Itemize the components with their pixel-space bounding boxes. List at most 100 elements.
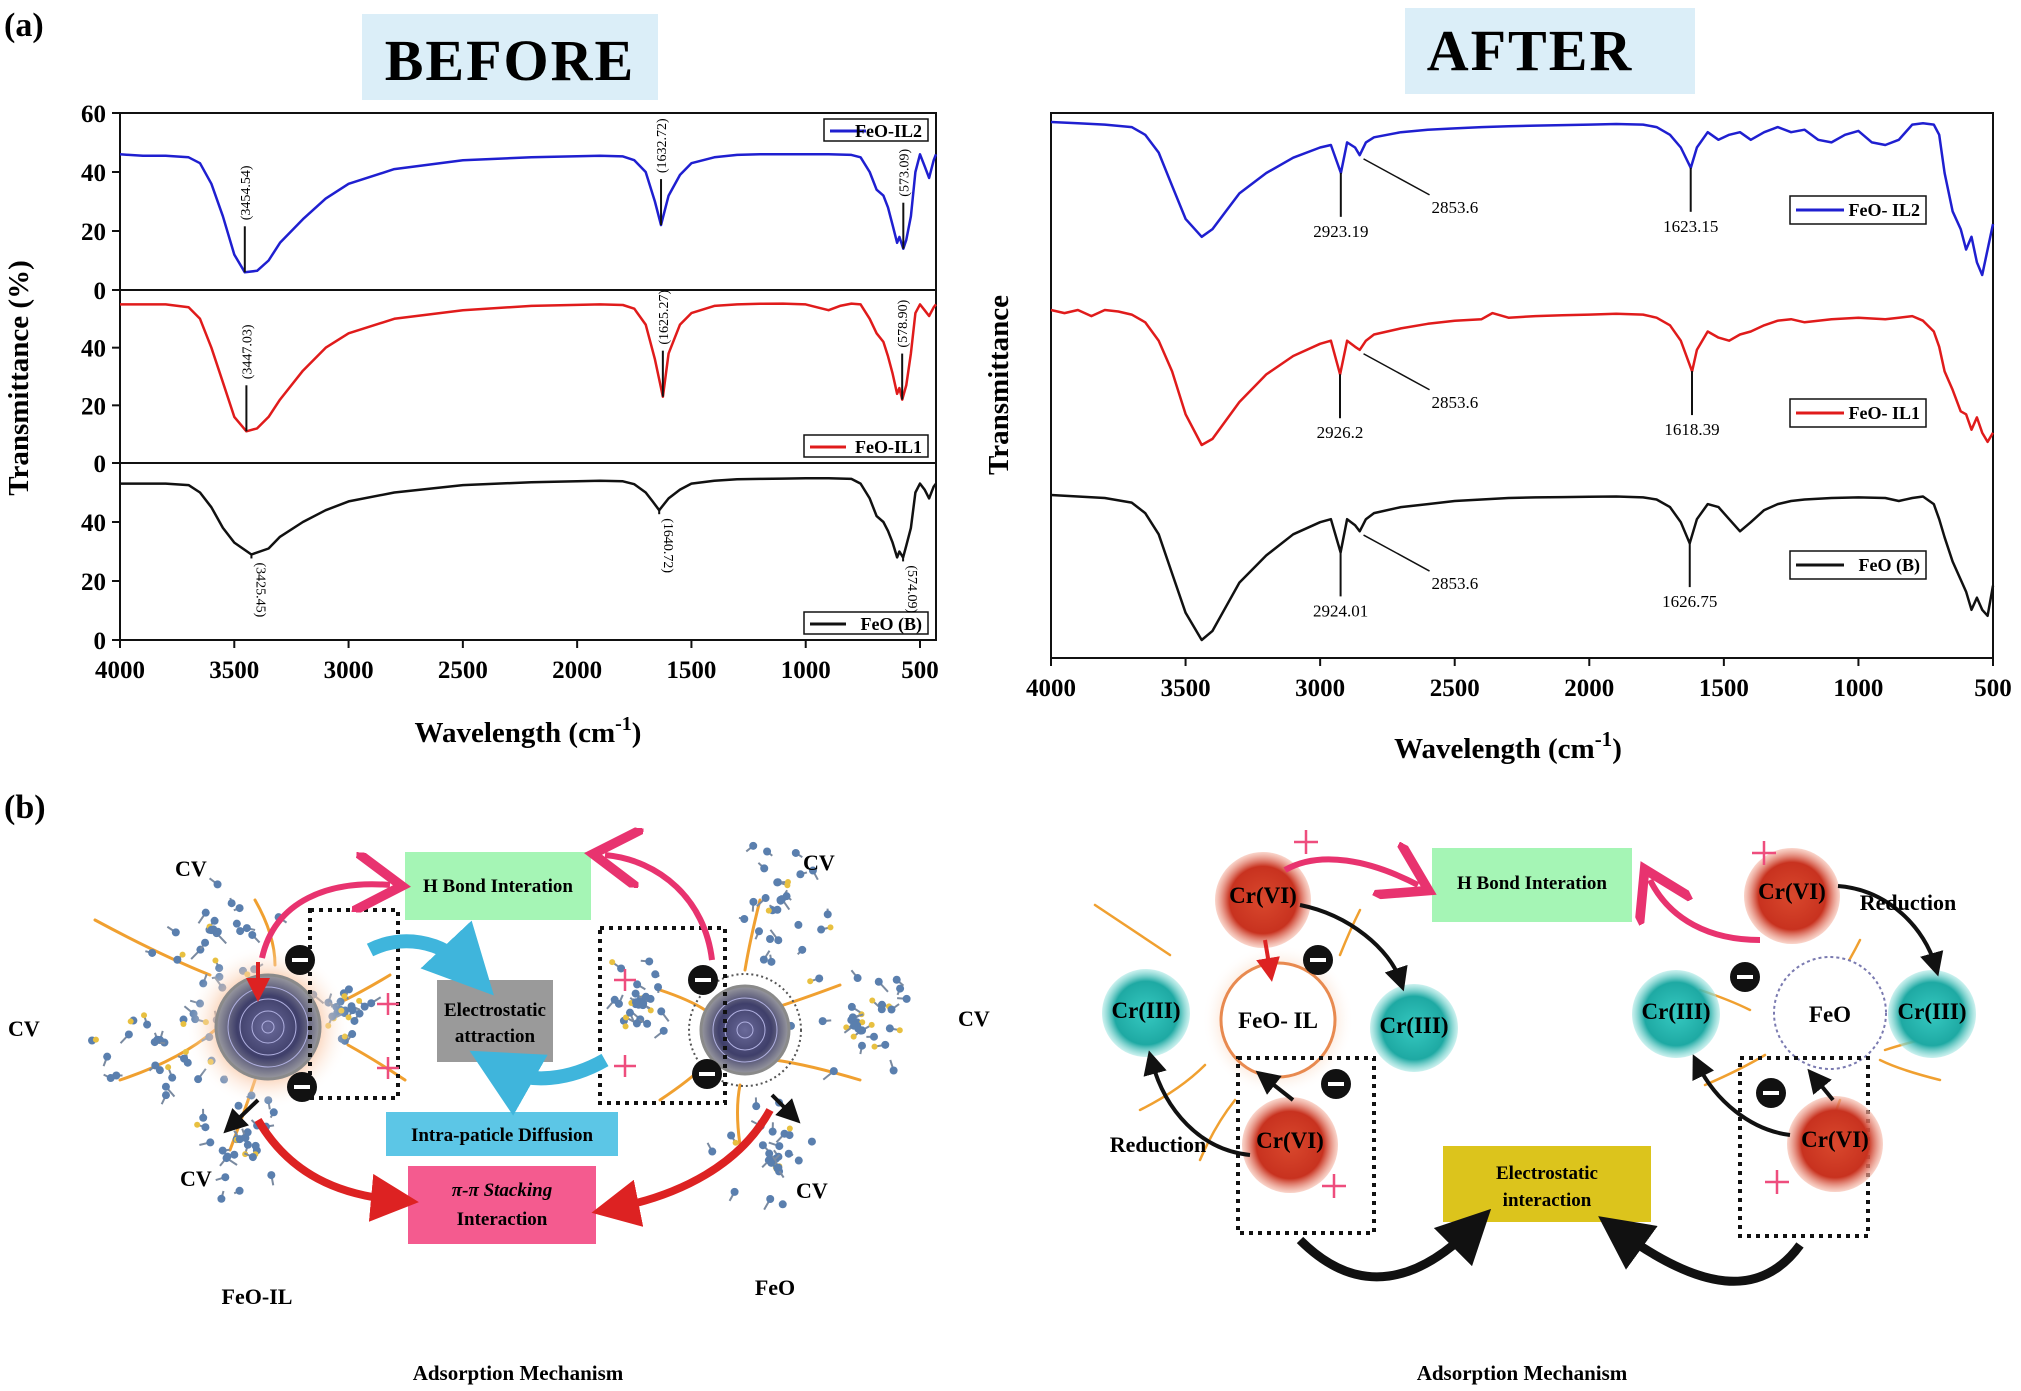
after-xtick-label: 3000 [1295, 675, 1345, 702]
h-bond-box-right [1432, 848, 1632, 922]
cv-atom [633, 980, 642, 989]
arrow-black-right-1 [1255, 1070, 1295, 1102]
after-series-line-1 [1050, 308, 1995, 447]
arrow-reduction-3 [1143, 1050, 1251, 1157]
cv-atom [180, 1054, 189, 1063]
before-xtick-label: 3500 [209, 657, 259, 684]
cv-atom [235, 904, 244, 913]
before-series-line-2 [120, 477, 937, 559]
cv-atom [643, 1019, 652, 1028]
negative-charges-right [1303, 945, 1786, 1108]
h-bond-label-right: H Bond Interation [1457, 873, 1607, 894]
after-annotation-label: 2853.6 [1432, 393, 1479, 412]
before-xtick-label: 1000 [781, 657, 831, 684]
before-ytick-label: 40 [81, 160, 106, 187]
criii-label-3: Cr(III) [1642, 999, 1711, 1024]
cv-atom [749, 897, 758, 906]
cv-atom [791, 848, 800, 857]
adsorption-caption-left: Adsorption Mechanism [413, 1361, 624, 1385]
after-xlabel-sup: -1 [1595, 727, 1613, 751]
stacking-label-2: Interaction [457, 1209, 548, 1230]
feo-label-right: FeO [1809, 1002, 1851, 1027]
cv-label-4: CV [958, 1006, 990, 1031]
before-annotation-label: (3425.45) [252, 562, 267, 617]
cv-atom [148, 948, 157, 957]
cv-atom-n [92, 1036, 99, 1043]
after-xtick-label: 500 [1974, 675, 2012, 702]
after-legend-label-2: FeO (B) [1859, 555, 1920, 576]
before-xtick-label: 4000 [95, 657, 145, 684]
after-annotation-label: 1623.15 [1663, 217, 1718, 236]
cv-atom [818, 1017, 827, 1026]
before-ytick-label: 20 [81, 569, 106, 596]
cv-atom [817, 925, 826, 934]
criii-label-1: Cr(III) [1112, 998, 1181, 1023]
cv-atom [360, 1002, 369, 1011]
arrow-stacking-feoil [254, 1117, 419, 1222]
cv-atom [248, 1153, 257, 1162]
before-ytick-label: 0 [94, 278, 107, 305]
arrow-hbond-feo [605, 855, 715, 961]
cv-atom [350, 1016, 359, 1025]
after-xtick-label: 4000 [1026, 675, 1076, 702]
before-series-line-0 [119, 153, 938, 274]
arrow-black-right-2 [1807, 1068, 1835, 1102]
criii-ball-4 [1888, 970, 1976, 1058]
cv-atom [179, 1015, 188, 1024]
cv-atom [849, 1021, 858, 1030]
cv-atom-n [180, 1020, 187, 1027]
after-title: AFTER [1427, 18, 1634, 83]
cv-atom [815, 974, 824, 983]
cv-atom-n [179, 951, 186, 958]
cv-atom [654, 983, 663, 992]
after-xtick-label: 2500 [1430, 675, 1480, 702]
before-annotation-label: (3454.54) [239, 165, 254, 220]
arrow-red-right [1256, 939, 1280, 982]
cv-atom [161, 1091, 170, 1100]
cv-molecule-cluster [88, 841, 911, 1211]
arrow-stacking-feo [591, 1108, 774, 1227]
criii-ball-1 [1102, 969, 1190, 1057]
after-annotation-label: 1618.39 [1664, 420, 1719, 439]
cv-atom-n [807, 978, 814, 985]
cv-atom [243, 1140, 252, 1149]
before-ytick-label: 0 [94, 451, 107, 478]
after-legend-label-0: FeO- IL2 [1849, 200, 1921, 220]
before-xtick-label: 1500 [666, 657, 716, 684]
before-ylabel: Transmittance (%) [3, 260, 35, 495]
arrow-hbond-right-2 [1650, 880, 1761, 943]
before-ytick-label: 20 [81, 393, 106, 420]
cv-atom-n [182, 1048, 189, 1055]
cv-atom [631, 989, 640, 998]
cv-atom [641, 992, 650, 1001]
electrostatic-label-2: attraction [455, 1026, 536, 1047]
cv-atom [887, 1005, 896, 1014]
before-xtick-label: 3000 [324, 657, 374, 684]
cv-atom [767, 957, 776, 966]
cv-atom [617, 964, 626, 973]
before-xlabel-sup: -1 [615, 713, 632, 735]
cv-atom [631, 998, 640, 1007]
cv-atom [657, 1007, 666, 1016]
before-xlabel-close: ) [632, 717, 642, 749]
h-bond-box-left [405, 852, 591, 920]
cv-label-1: CV [175, 856, 207, 881]
arrow-black-small-1 [223, 1098, 260, 1134]
cv-atom [355, 1009, 364, 1018]
crvi-label-4: Cr(VI) [1801, 1127, 1869, 1152]
cv-atom [763, 847, 772, 856]
after-annotation-line [1363, 158, 1430, 196]
cv-atom [269, 1108, 278, 1117]
feo-nanoparticle [699, 984, 791, 1076]
cv-label-2: CV [803, 850, 835, 875]
feo-label: FeO [755, 1275, 795, 1300]
feoil-nanoparticle [214, 973, 322, 1081]
electrostatic-box-left [437, 980, 553, 1062]
cv-atom [227, 899, 236, 908]
cv-atom-n [622, 1014, 629, 1021]
cv-atom [847, 1002, 856, 1011]
before-legend-label-2: FeO (B) [861, 614, 922, 635]
after-annotation-label: 2924.01 [1313, 601, 1368, 620]
cv-atom [749, 841, 758, 850]
cv-atom [896, 984, 905, 993]
